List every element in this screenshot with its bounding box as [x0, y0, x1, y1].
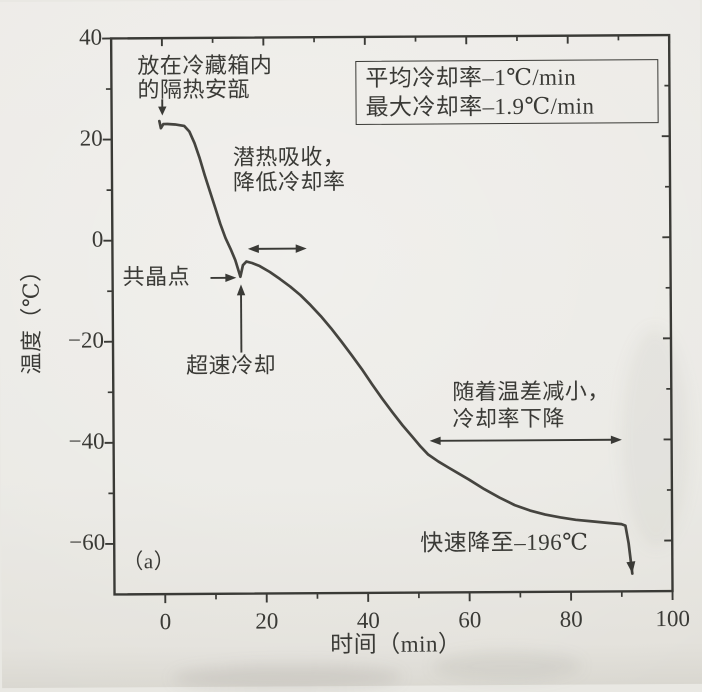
x-tick-label: 60	[442, 607, 498, 633]
ampoule-annotation-line2: 的隔热安瓿	[137, 77, 272, 102]
x-tick-label: 80	[543, 606, 599, 632]
y-tick-label: 20	[41, 126, 103, 152]
panel-label: （a）	[122, 549, 175, 574]
latent-heat-line1: 潜热吸收，	[233, 144, 346, 170]
eutectic-point-annotation: 共晶点	[123, 264, 191, 289]
x-tick-label: 100	[645, 606, 701, 632]
rapid-cooling-annotation: 快速降至–196℃	[420, 530, 588, 556]
average-cooling-rate: 平均冷却率–1℃/min	[365, 62, 648, 93]
ampoule-annotation-line1: 放在冷藏箱内	[137, 53, 272, 78]
cooling-curve	[159, 118, 632, 576]
latent-heat-annotation: 潜热吸收， 降低冷却率	[233, 144, 346, 195]
x-tick-label: 0	[137, 609, 193, 635]
x-axis-title: 时间（min）	[306, 631, 486, 657]
temp-diff-span-arrow	[436, 440, 615, 441]
x-tick-label: 40	[340, 608, 396, 634]
y-tick-label: −60	[43, 530, 105, 556]
latent-heat-span-arrow-head-end	[296, 244, 307, 252]
y-tick-label: 40	[40, 25, 102, 51]
y-tick-label: −40	[43, 429, 105, 455]
latent-heat-line2: 降低冷却率	[233, 169, 346, 195]
max-cooling-rate: 最大冷却率–1.9℃/min	[365, 91, 648, 122]
eutectic-pointer-arrow-head	[225, 274, 236, 282]
cooling-rate-box: 平均冷却率–1℃/min 最大冷却率–1.9℃/min	[355, 59, 658, 125]
ampoule-pointer-arrow-head	[158, 107, 166, 116]
temp-diff-span-arrow-head-start	[430, 437, 441, 445]
temp-diff-line2: 冷却率下降	[452, 404, 610, 432]
ampoule-annotation: 放在冷藏箱内 的隔热安瓿	[137, 53, 272, 102]
supercooling-pointer-arrow-head	[237, 284, 245, 295]
y-tick-label: 0	[41, 227, 103, 253]
temp-diff-line1: 随着温差减小，	[452, 377, 610, 405]
y-axis-title: 温度（℃）	[18, 235, 45, 399]
temp-diff-annotation: 随着温差减小， 冷却率下降	[452, 377, 610, 432]
latent-heat-span-arrow-head-start	[248, 245, 259, 253]
y-tick-label: −20	[42, 328, 104, 354]
supercooling-annotation: 超速冷却	[186, 352, 276, 378]
x-tick-label: 20	[239, 608, 295, 634]
temp-diff-span-arrow-head-end	[611, 436, 622, 444]
